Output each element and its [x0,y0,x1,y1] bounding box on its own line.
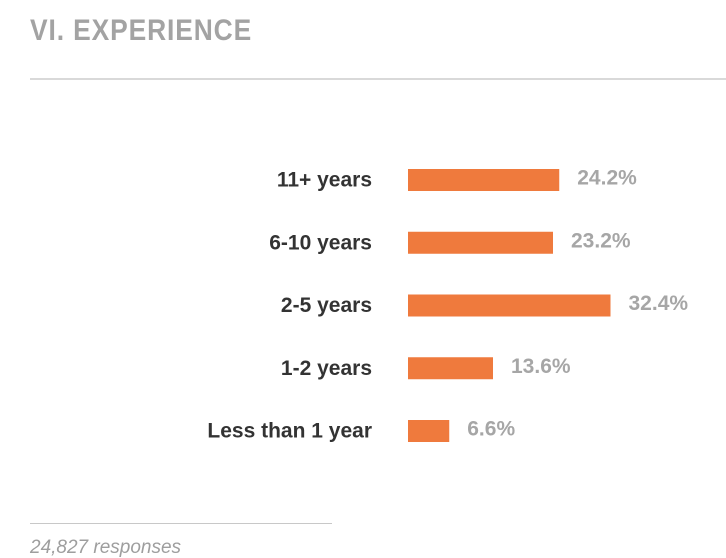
category-label: Less than 1 year [207,420,372,443]
bar [408,231,553,254]
category-label: 2-5 years [281,294,372,317]
value-label: 6.6% [467,418,515,441]
bar [408,169,560,191]
value-label: 13.6% [511,355,571,378]
response-count: 24,827 responses [30,537,182,558]
category-label: 6-10 years [269,231,372,254]
title-divider [30,78,726,80]
footer-divider [30,523,332,524]
category-label: 11+ years [277,169,372,192]
value-label: 23.2% [571,229,631,252]
value-label: 32.4% [629,292,689,315]
bar [408,294,611,317]
experience-bar-chart: 11+ years 24.2% 6-10 years 23.2% 2-5 years 32… [207,167,689,443]
bar [408,420,450,442]
value-label: 24.2% [577,167,637,190]
category-label: 1-2 years [281,357,372,380]
section-title: VI. EXPERIENCE [30,14,253,47]
bar [408,357,493,380]
